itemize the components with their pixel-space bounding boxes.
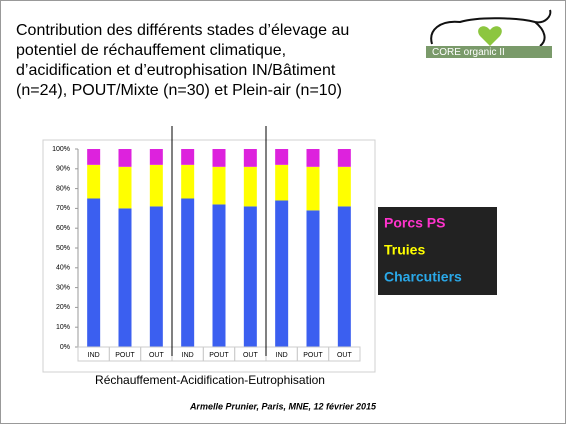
x-tick-label: OUT: [149, 352, 165, 359]
x-tick-label: POUT: [303, 352, 323, 359]
logo-heart: [478, 26, 502, 46]
y-tick-label: 30%: [56, 284, 70, 291]
y-tick-label: 0%: [60, 344, 70, 351]
logo-pig: [430, 9, 552, 47]
bar-segment: [149, 164, 163, 207]
bar-segment: [337, 166, 351, 207]
bar-segment: [87, 149, 101, 165]
y-tick-label: 10%: [56, 324, 70, 331]
title-line: (n=24), POUT/Mixte (n=30) et Plein-air (…: [16, 82, 342, 99]
footer: Armelle Prunier, Paris, MNE, 12 février …: [189, 401, 377, 411]
bar-segment: [118, 149, 132, 167]
y-tick-label: 40%: [56, 265, 70, 272]
logo: CORE organic II: [426, 9, 552, 58]
title-line: Contribution des différents stades d’éle…: [16, 22, 349, 39]
x-tick-label: OUT: [243, 352, 259, 359]
bar-segment: [118, 208, 132, 347]
y-tick-label: 50%: [56, 245, 70, 252]
x-tick-label: POUT: [115, 352, 135, 359]
bar-segment: [181, 149, 195, 165]
bar-segment: [275, 149, 289, 165]
logo-band: [426, 46, 552, 58]
bar-segment: [212, 166, 226, 205]
bar-segment: [306, 166, 320, 211]
y-tick-label: 20%: [56, 304, 70, 311]
legend-label: Charcutiers: [384, 269, 462, 285]
bar-segment: [212, 149, 226, 167]
legend-label: Porcs PS: [384, 215, 445, 231]
y-tick-label: 60%: [56, 225, 70, 232]
bar-segment: [243, 149, 257, 167]
x-tick-label: IND: [276, 352, 288, 359]
slide-title: Contribution des différents stades d’éle…: [16, 22, 349, 99]
bar-segment: [275, 200, 289, 347]
x-tick-label: POUT: [209, 352, 229, 359]
y-tick-label: 100%: [52, 146, 70, 153]
bar-segment: [306, 149, 320, 167]
x-tick-label: IND: [182, 352, 194, 359]
legend-label: Truies: [384, 242, 425, 258]
bar-segment: [181, 164, 195, 199]
y-tick-label: 70%: [56, 205, 70, 212]
logo-text: CORE organic II: [432, 47, 505, 58]
x-tick-label: OUT: [337, 352, 353, 359]
bar-segment: [337, 206, 351, 347]
bar-segment: [275, 164, 289, 201]
bar-segment: [306, 210, 320, 347]
bar-segment: [87, 164, 101, 199]
y-tick-label: 80%: [56, 185, 70, 192]
title-line: potentiel de réchauffement climatique,: [16, 42, 286, 59]
x-tick-cell: [328, 346, 361, 362]
title-line: d’acidification et d’eutrophisation IN/B…: [16, 62, 336, 79]
bar-segment: [181, 198, 195, 347]
x-axis-label: Réchauffement-Acidification-Eutrophisati…: [95, 373, 325, 387]
bar-segment: [149, 149, 163, 165]
bar-segment: [243, 166, 257, 207]
bar-segment: [149, 206, 163, 347]
y-tick-label: 90%: [56, 166, 70, 173]
bar-segment: [337, 149, 351, 167]
bar-segment: [212, 204, 226, 347]
bar-segment: [118, 166, 132, 209]
bar-segment: [243, 206, 257, 347]
x-tick-label: IND: [88, 352, 100, 359]
legend: [378, 207, 497, 295]
bar-segment: [87, 198, 101, 347]
